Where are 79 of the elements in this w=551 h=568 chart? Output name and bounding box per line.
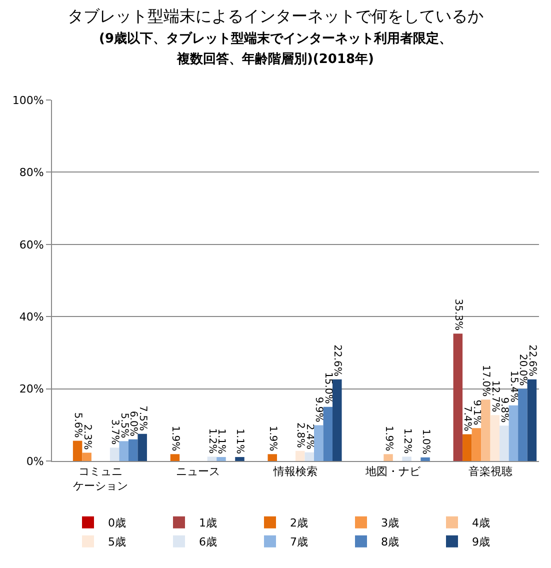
bar bbox=[490, 415, 500, 461]
data-label: 1.9% bbox=[382, 426, 394, 452]
legend-label: 5歳 bbox=[108, 536, 126, 549]
data-label: 7.4% bbox=[462, 406, 473, 432]
data-label: 5.6% bbox=[72, 412, 84, 438]
bar bbox=[110, 448, 120, 461]
legend-label: 2歳 bbox=[290, 516, 308, 530]
legend-label: 4歳 bbox=[472, 516, 490, 530]
y-tick-label: 0% bbox=[26, 454, 44, 468]
data-label: 1.9% bbox=[266, 426, 278, 452]
data-label: 9.9% bbox=[313, 396, 324, 422]
data-label: 9.1% bbox=[470, 400, 482, 426]
data-label: 1.2% bbox=[206, 428, 218, 454]
y-tick-label: 40% bbox=[19, 310, 44, 324]
bar bbox=[235, 457, 244, 461]
bar bbox=[304, 452, 314, 461]
bar bbox=[384, 454, 393, 461]
bar bbox=[420, 457, 430, 461]
y-tick-label: 80% bbox=[19, 166, 44, 180]
legend-label: 6歳 bbox=[199, 536, 217, 549]
data-label: 1.0% bbox=[420, 428, 431, 454]
y-tick-label: 60% bbox=[19, 238, 44, 252]
bar bbox=[527, 379, 537, 461]
data-label: 7.5% bbox=[136, 406, 148, 431]
bar bbox=[314, 425, 324, 461]
bar bbox=[402, 456, 412, 461]
legend-label: 7歳 bbox=[290, 536, 308, 549]
bar bbox=[138, 434, 147, 461]
bar bbox=[128, 439, 138, 461]
x-tick-label: 地図・ナビ bbox=[364, 465, 422, 478]
bar bbox=[500, 426, 509, 461]
bar bbox=[72, 440, 82, 461]
bar bbox=[332, 379, 342, 461]
bar bbox=[508, 405, 518, 461]
data-label: 35.3% bbox=[452, 298, 464, 331]
data-label: 22.6% bbox=[526, 344, 538, 376]
bar bbox=[462, 434, 472, 461]
data-label: 2.8% bbox=[294, 422, 306, 448]
bar bbox=[207, 456, 217, 461]
bar bbox=[296, 450, 305, 461]
legend-label: 1歳 bbox=[199, 516, 217, 530]
data-label: 1.1% bbox=[234, 428, 246, 454]
chart-subtitle: (9歳以下、タブレット型端末でインターネット利用者限定、複数回答、年齢階層別)(2018年) bbox=[99, 30, 452, 68]
data-label: 22.6% bbox=[332, 344, 343, 376]
data-label: 2.4% bbox=[304, 424, 315, 450]
legend-label: 8歳 bbox=[381, 536, 399, 549]
data-label: 3.7% bbox=[109, 419, 120, 445]
chart-title: タブレット型端末によるインターネットで何をしているか bbox=[68, 6, 484, 26]
data-label: 2.3% bbox=[81, 424, 92, 450]
data-label: 5.5% bbox=[118, 412, 130, 438]
bar bbox=[472, 428, 482, 461]
x-tick-label: コミュニケーション bbox=[73, 465, 128, 492]
x-tick-label: 情報検索 bbox=[272, 465, 318, 478]
data-label: 15.4% bbox=[508, 370, 519, 402]
bar bbox=[481, 400, 490, 461]
data-label: 15.0% bbox=[322, 372, 334, 404]
data-label: 1.1% bbox=[216, 428, 227, 454]
legend-label: 0歳 bbox=[108, 516, 126, 530]
bar bbox=[119, 441, 128, 461]
bar bbox=[518, 388, 528, 461]
bar bbox=[170, 454, 180, 461]
x-tick-label: ニュース bbox=[176, 465, 220, 478]
legend-label: 9歳 bbox=[472, 536, 490, 549]
y-tick-label: 20% bbox=[19, 382, 44, 396]
bar bbox=[268, 454, 277, 461]
data-label: 1.2% bbox=[401, 428, 412, 454]
y-tick-label: 100% bbox=[12, 94, 44, 107]
bar bbox=[82, 452, 92, 461]
bar bbox=[216, 457, 226, 461]
data-label: 12.7% bbox=[489, 380, 500, 412]
data-label: 1.9% bbox=[169, 426, 180, 452]
data-label: 20.0% bbox=[517, 354, 528, 386]
data-label: 6.0% bbox=[128, 410, 139, 436]
x-tick-label: 音楽視聴 bbox=[468, 465, 512, 478]
bar bbox=[323, 406, 333, 461]
bar bbox=[453, 334, 463, 461]
legend-label: 3歳 bbox=[381, 516, 399, 530]
data-label: 9.8% bbox=[498, 397, 510, 423]
data-label: 17.0% bbox=[480, 364, 492, 397]
